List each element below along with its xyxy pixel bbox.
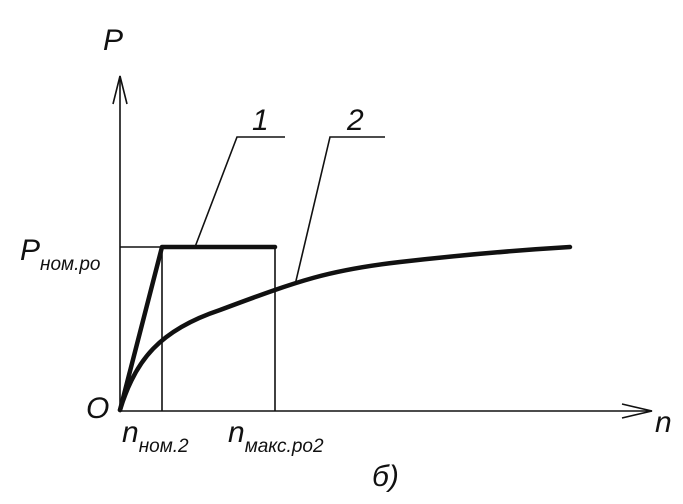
leader-2	[294, 136, 385, 286]
x-mark-main: n	[228, 416, 245, 449]
level-main: P	[20, 234, 40, 267]
caption: б)	[372, 460, 399, 493]
x-mark-label: nном.2	[122, 416, 189, 457]
curve-label: 1	[252, 104, 269, 137]
origin-label: O	[86, 392, 109, 425]
x-mark-main: n	[122, 416, 139, 449]
x-axis-arrow	[621, 403, 653, 419]
y-axis-label: P	[103, 24, 123, 57]
leader-1	[194, 136, 285, 248]
level-sub: ном.ро	[40, 254, 100, 275]
curve-2	[117, 244, 573, 413]
x-axis-label: n	[655, 406, 672, 439]
x-mark-sub: ном.2	[139, 436, 189, 457]
level-label: Pном.ро	[20, 234, 100, 275]
curve-label: 2	[346, 104, 364, 137]
curve-1	[117, 244, 278, 413]
y-axis-arrow	[112, 75, 128, 105]
x-mark-label: nмакс.ро2	[228, 416, 324, 457]
x-mark-sub: макс.ро2	[245, 436, 324, 457]
